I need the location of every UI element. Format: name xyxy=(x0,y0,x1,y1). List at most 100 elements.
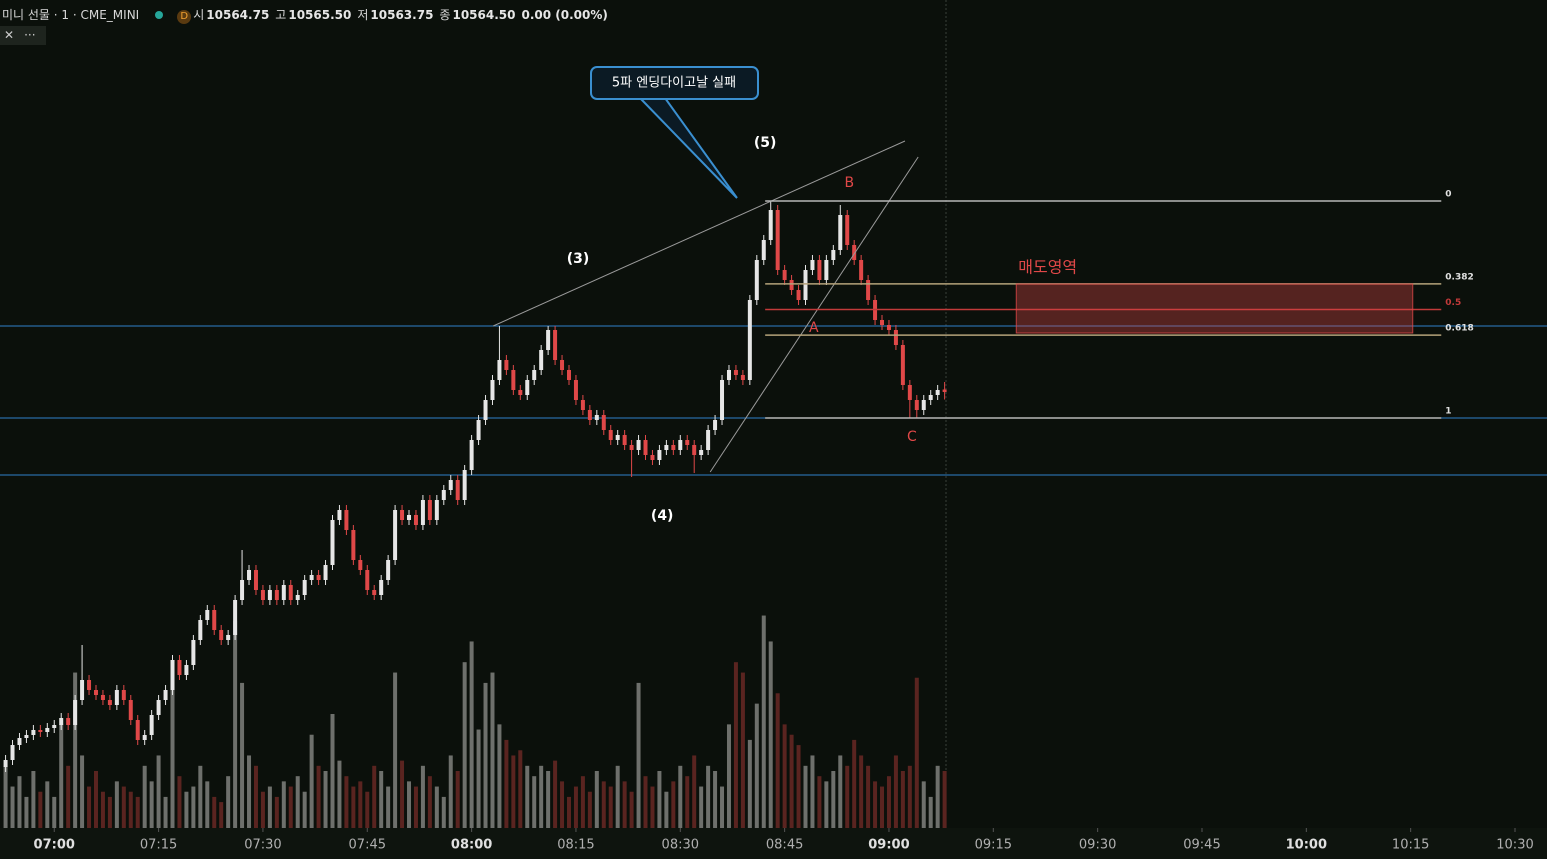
volume-bar xyxy=(532,776,537,828)
candle-body xyxy=(580,400,585,410)
candle-body xyxy=(782,270,787,280)
x-tick-label: 09:00 xyxy=(868,838,909,853)
candle-body xyxy=(761,240,766,260)
candle-body xyxy=(302,580,307,595)
volume-bar xyxy=(400,760,405,828)
volume-bar xyxy=(942,771,947,828)
candle-body xyxy=(233,600,238,635)
candle-body xyxy=(45,728,50,732)
volume-bar xyxy=(135,796,140,828)
candle-body xyxy=(247,570,252,580)
candle-body xyxy=(699,450,704,455)
candle-body xyxy=(3,760,8,767)
more-button[interactable]: ··· xyxy=(24,28,36,42)
volume-bar xyxy=(636,682,641,828)
candle-body xyxy=(219,630,224,640)
candle-body xyxy=(10,745,15,760)
volume-bar xyxy=(142,765,147,828)
x-tick-label: 10:30 xyxy=(1496,838,1533,853)
candle-body xyxy=(73,700,78,725)
candle-body xyxy=(142,735,147,740)
volume-bar xyxy=(351,786,356,828)
volume-bar xyxy=(706,765,711,828)
candle-body xyxy=(678,440,683,450)
trend-line xyxy=(709,156,919,473)
status-dot xyxy=(155,11,164,19)
candle-body xyxy=(803,270,808,300)
candle-body xyxy=(907,385,912,400)
candle-body xyxy=(594,415,599,420)
candle-body xyxy=(344,510,349,530)
candle-body xyxy=(149,715,154,735)
candle-body xyxy=(587,410,592,420)
volume-bar xyxy=(393,672,398,828)
x-tick-label: 09:45 xyxy=(1183,838,1220,853)
callout-box xyxy=(590,66,759,100)
x-tick-label: 07:30 xyxy=(244,838,281,853)
volume-bar xyxy=(87,786,92,828)
sell-zone xyxy=(1015,283,1414,334)
trend-line xyxy=(492,140,906,327)
volume-bar xyxy=(692,755,697,828)
volume-bar xyxy=(824,781,829,828)
candle-body xyxy=(810,260,815,270)
volume-bar xyxy=(177,776,182,828)
volume-bar xyxy=(240,682,245,828)
volume-bar xyxy=(754,703,759,828)
wave-label: A xyxy=(809,320,819,336)
volume-bar xyxy=(114,781,119,828)
volume-bar xyxy=(149,781,154,828)
candle-body xyxy=(128,700,133,720)
volume-bar xyxy=(191,786,196,828)
volume-bar xyxy=(434,786,439,828)
volume-bar xyxy=(163,796,168,828)
candle-body xyxy=(629,445,634,450)
close-button[interactable]: ✕ xyxy=(4,28,15,42)
candle-body xyxy=(852,245,857,260)
candle-body xyxy=(267,590,272,600)
volume-bar xyxy=(45,781,50,828)
candle-body xyxy=(476,420,481,440)
candle-body xyxy=(615,435,620,440)
candle-body xyxy=(337,510,342,520)
candle-body xyxy=(866,280,871,300)
volume-bar xyxy=(413,786,418,828)
volume-bar xyxy=(10,786,15,828)
ohlc-value: 10563.75 xyxy=(370,8,434,22)
candle-body xyxy=(114,690,119,705)
candle-body xyxy=(754,260,759,300)
candle-body xyxy=(295,595,300,600)
volume-bar xyxy=(615,765,620,828)
candle-body xyxy=(928,395,933,400)
volume-bar xyxy=(560,781,565,828)
volume-bar xyxy=(267,786,272,828)
candle-body xyxy=(107,700,112,705)
volume-bar xyxy=(407,781,412,828)
volume-bar xyxy=(379,771,384,828)
candle-body xyxy=(671,445,676,450)
volume-bar xyxy=(845,765,850,828)
x-tick-label: 07:15 xyxy=(140,838,177,853)
change: 0.00 (0.00%) xyxy=(521,8,608,22)
x-tick-label: 08:00 xyxy=(451,838,492,853)
x-tick-label: 09:30 xyxy=(1079,838,1116,853)
volume-bar xyxy=(17,776,22,828)
volume-bar xyxy=(525,765,530,828)
volume-bar xyxy=(900,771,905,828)
candle-body xyxy=(608,430,613,440)
volume-bar xyxy=(38,791,43,828)
volume-bar xyxy=(768,641,773,828)
volume-bar xyxy=(156,755,161,828)
volume-bar xyxy=(330,714,335,828)
candle-body xyxy=(38,730,43,732)
candle-body xyxy=(413,515,418,525)
fib-label: 0 xyxy=(1445,190,1451,200)
candle-body xyxy=(553,330,558,360)
ohlc-value: 10564.50 xyxy=(452,8,516,22)
volume-bar xyxy=(476,729,481,828)
candle-body xyxy=(817,260,822,280)
candle-body xyxy=(525,380,530,395)
candle-body xyxy=(427,500,432,520)
volume-bar xyxy=(685,776,690,828)
